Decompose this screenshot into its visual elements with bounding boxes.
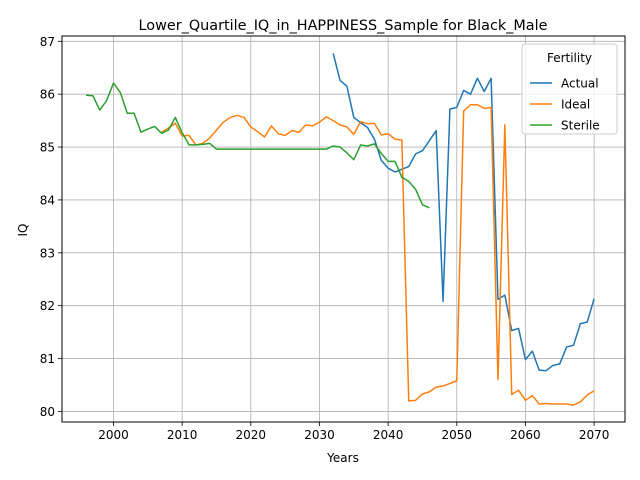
x-tick-label: 2000 xyxy=(98,428,129,442)
x-axis-label: Years xyxy=(326,451,359,465)
x-tick-label: 2050 xyxy=(442,428,473,442)
legend-label-actual: Actual xyxy=(561,77,599,91)
x-tick-label: 2030 xyxy=(304,428,335,442)
chart-title: Lower_Quartile_IQ_in_HAPPINESS_Sample fo… xyxy=(139,18,548,34)
grid xyxy=(62,36,625,422)
y-tick-label: 83 xyxy=(40,246,55,260)
series-line-ideal xyxy=(161,103,595,406)
y-axis-label: IQ xyxy=(16,224,30,237)
y-tick-label: 84 xyxy=(40,193,55,207)
series-lines xyxy=(85,53,595,406)
series-line-sterile xyxy=(85,82,430,209)
legend-box xyxy=(521,43,618,135)
y-tick-label: 86 xyxy=(40,88,55,102)
x-tick-label: 2010 xyxy=(167,428,198,442)
axes: 2000 2010 2020 2030 2040 2050 2060 2070 80 81 82 83… xyxy=(40,35,610,442)
legend: Fertility Actual Ideal Sterile xyxy=(521,43,618,135)
y-tick-label: 87 xyxy=(40,35,55,49)
x-tick-label: 2020 xyxy=(236,428,267,442)
y-tick-label: 80 xyxy=(40,405,55,419)
y-tick-label: 81 xyxy=(40,352,55,366)
legend-title: Fertility xyxy=(547,51,592,65)
y-tick-label: 85 xyxy=(40,141,55,155)
legend-label-sterile: Sterile xyxy=(561,119,600,133)
x-tick-label: 2070 xyxy=(579,428,610,442)
x-tick-label: 2040 xyxy=(373,428,404,442)
x-tick-label: 2060 xyxy=(510,428,541,442)
plot-area-frame xyxy=(61,35,626,423)
legend-label-ideal: Ideal xyxy=(561,98,590,112)
y-tick-label: 82 xyxy=(40,299,55,313)
